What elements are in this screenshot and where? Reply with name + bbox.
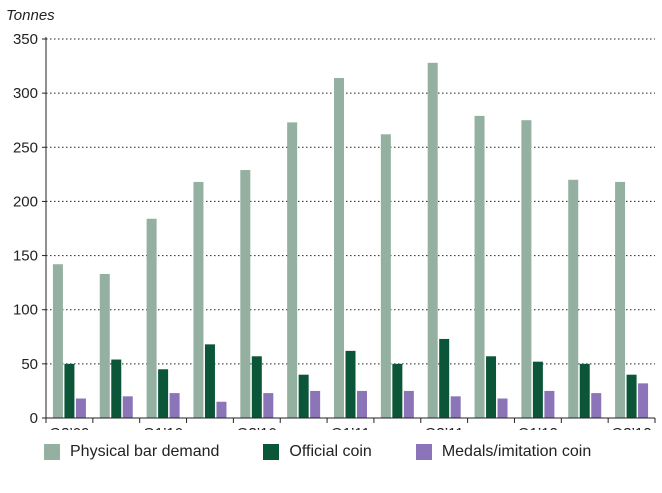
bar: [204, 344, 215, 418]
legend-swatch-physical-bar: [44, 444, 60, 460]
bar: [532, 361, 543, 418]
y-tick-label: 300: [13, 85, 38, 102]
y-tick-label: 100: [13, 302, 38, 319]
bar: [626, 374, 637, 418]
x-tick-label: Q1’12: [518, 425, 558, 430]
legend-swatch-medals: [415, 444, 432, 460]
y-tick-label: 150: [13, 248, 38, 265]
bar: [486, 356, 497, 418]
legend-item-official-coin: Official coin: [263, 443, 372, 461]
bar: [615, 181, 626, 418]
bar: [158, 369, 169, 418]
bar: [439, 338, 450, 418]
bar: [357, 390, 367, 418]
bar: [75, 398, 86, 418]
bar: [427, 62, 438, 419]
legend-label-medals: Medals/imitation coin: [441, 443, 592, 460]
bar: [497, 398, 508, 418]
bar: [310, 390, 321, 418]
bar: [216, 401, 227, 418]
legend-label-official-coin: Official coin: [289, 443, 372, 460]
x-tick-label: Q3’11: [425, 425, 464, 430]
bar: [240, 170, 251, 418]
bar: [544, 390, 555, 418]
bar: [99, 273, 110, 418]
y-tick-label: 350: [13, 31, 38, 48]
bar: [450, 396, 461, 418]
y-tick-label: 200: [13, 193, 38, 210]
bar: [334, 77, 344, 419]
x-tick-label: Q1’11: [331, 425, 370, 430]
legend-swatch-official-coin: [263, 444, 280, 460]
bar: [122, 396, 133, 418]
bar: [298, 374, 309, 418]
x-tick-label: Q3’09: [49, 425, 89, 430]
bar: [251, 356, 262, 418]
bar: [287, 122, 298, 418]
legend-item-physical-bar: Physical bar demand: [44, 443, 219, 461]
bar: [521, 120, 532, 418]
bar: [579, 363, 590, 418]
legend-item-medals: Medals/imitation coin: [415, 443, 592, 461]
bar: [64, 363, 75, 418]
bar: [392, 363, 403, 418]
bar: [474, 115, 485, 418]
bar: [52, 264, 63, 418]
bar: [403, 390, 414, 418]
chart-legend: Physical bar demand Official coin Medals…: [44, 440, 654, 464]
bar-chart: Tonnes 0 50 100 150 200 250 300 350 Q3’09 Q1’10 Q3…: [6, 7, 656, 430]
legend-label-physical-bar: Physical bar demand: [70, 443, 220, 460]
bar: [169, 393, 180, 418]
bar: [345, 350, 356, 418]
bar: [568, 179, 579, 418]
bar: [380, 134, 391, 418]
bar: [146, 218, 157, 418]
y-tick-label: 50: [21, 356, 38, 373]
x-tick-label: Q3’12: [612, 425, 652, 430]
y-tick-label: 0: [30, 410, 38, 427]
bar: [111, 359, 122, 418]
bar: [591, 393, 602, 418]
x-tick-label: Q3’10: [237, 425, 277, 430]
bar: [263, 393, 274, 418]
y-tick-label: 250: [13, 139, 38, 156]
bar: [193, 181, 204, 418]
x-tick-label: Q1’10: [143, 425, 183, 430]
y-unit-label: Tonnes: [6, 7, 55, 24]
bar: [638, 383, 649, 418]
